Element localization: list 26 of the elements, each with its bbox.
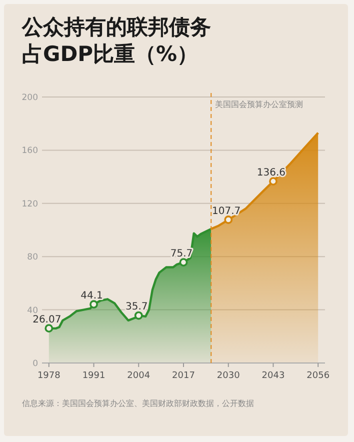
point: [134, 311, 143, 320]
x-tick-label: 2043: [262, 371, 285, 381]
x-tick-label: 2017: [172, 371, 195, 381]
y-tick-label: 160: [22, 146, 38, 156]
point: [90, 300, 98, 309]
text: 信息来源：美国国会预算办公室、美国财政部财政数据，公开数据: [22, 398, 254, 409]
data-label: 35.7: [126, 302, 148, 313]
ref-line-label: 美国国会预算办公室预测: [215, 100, 304, 109]
data-label: 44.1: [80, 290, 103, 302]
x-tick-label: 2004: [127, 371, 150, 381]
x-tick-label: 2056: [306, 371, 330, 381]
data-label: 26.07: [32, 314, 62, 326]
y-tick-label: 200: [22, 93, 38, 103]
y-tick-label: 120: [22, 199, 38, 210]
point: [44, 324, 54, 333]
y-tick-label: 0: [32, 359, 38, 369]
y-tick-label: 40: [27, 306, 38, 316]
data-label: 107.7: [212, 206, 241, 217]
chart-title: 公众持有的联邦债务占GDP比重（%）: [22, 14, 212, 68]
y-tick-label: 80: [27, 252, 38, 263]
x-tick-label: 1978: [37, 371, 61, 381]
point: [269, 177, 278, 186]
x-tick-label: 1991: [82, 371, 106, 381]
x-tick-label: 2030: [216, 371, 240, 381]
point: [179, 258, 188, 267]
point: [224, 216, 233, 224]
